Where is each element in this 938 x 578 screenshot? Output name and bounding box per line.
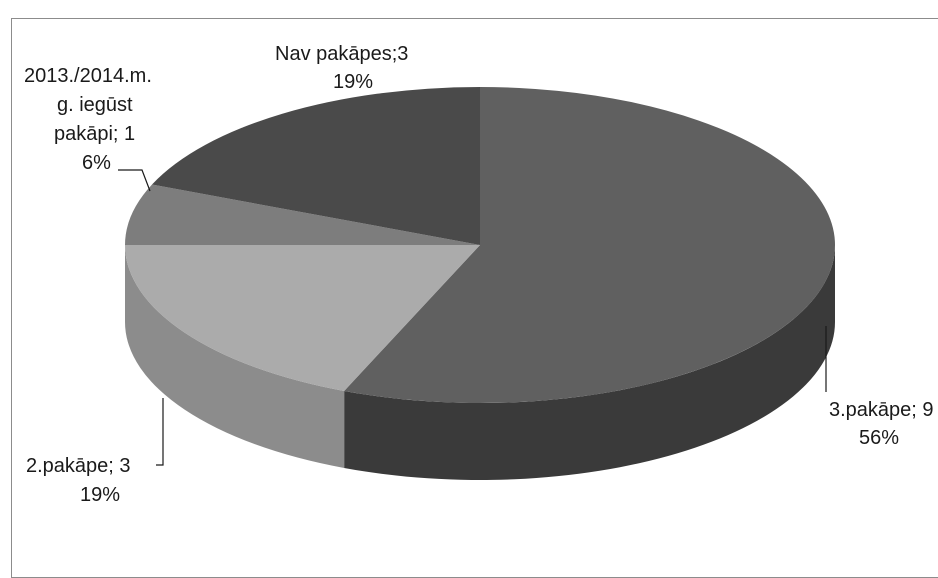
pie-side-3-pak-pe <box>344 245 835 480</box>
label-2pakape-name: 2.pakāpe; 3 <box>26 455 131 477</box>
leader-2pakape <box>156 398 164 466</box>
label-2pakape-percent: 19% <box>80 484 120 506</box>
label-2013-line2: g. iegūst <box>57 94 133 116</box>
label-3pakape-percent: 56% <box>859 427 899 449</box>
pie-chart: Nav pakāpes;3 19% 2013./2014.m. g. iegūs… <box>24 43 934 506</box>
pie-slice-nav-pak-pes <box>152 87 480 245</box>
label-2013-line3: pakāpi; 1 <box>54 123 135 145</box>
pie-slice-2-pak-pe <box>124 245 480 391</box>
pie-slice-3-pak-pe <box>344 87 835 403</box>
label-nav-name: Nav pakāpes;3 <box>275 43 408 65</box>
label-nav-percent: 19% <box>333 71 373 93</box>
pie-side-2-pak-pe <box>124 245 345 468</box>
label-2013-percent: 6% <box>82 152 111 174</box>
label-3pakape-name: 3.pakāpe; 9 <box>829 399 934 421</box>
pie-slice-2013-2014-m-g-ieg-st-pak-pi <box>125 184 480 245</box>
label-2013-line1: 2013./2014.m. <box>24 65 152 87</box>
leader-2013 <box>118 169 151 192</box>
